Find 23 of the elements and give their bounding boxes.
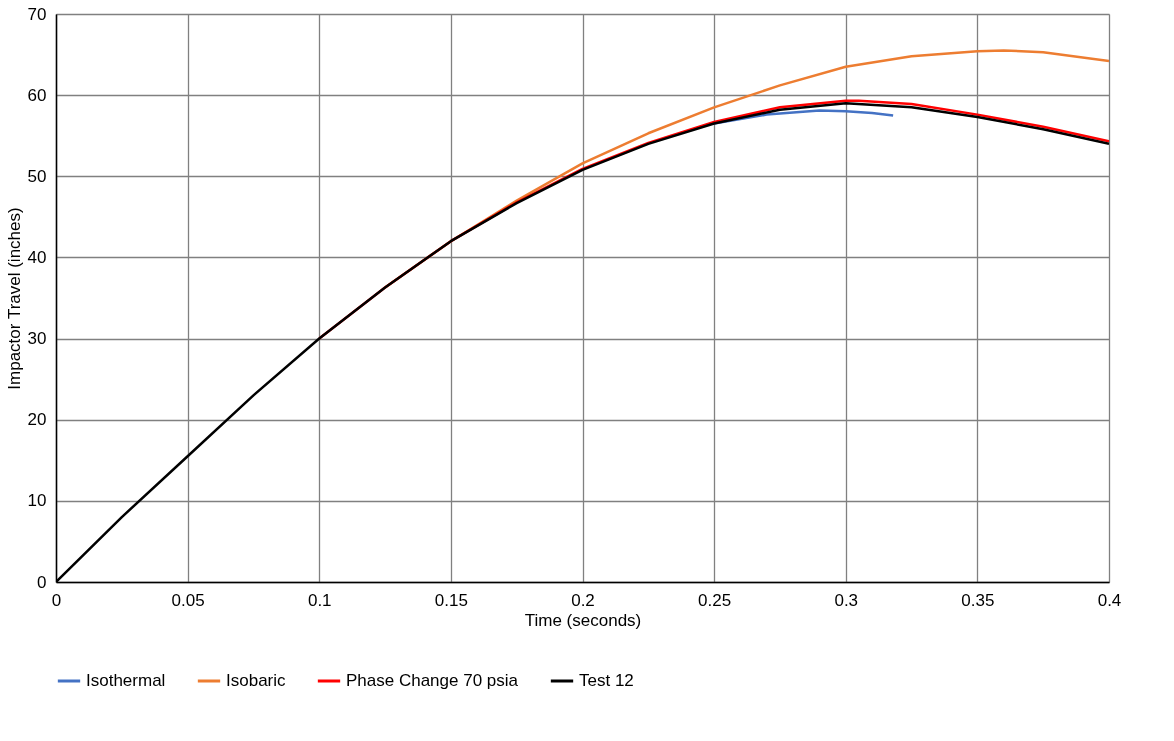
- x-tick-label: 0.25: [698, 590, 732, 610]
- y-tick-label: 60: [27, 85, 47, 105]
- x-tick-label: 0.2: [571, 590, 595, 610]
- y-tick-label: 20: [27, 410, 47, 430]
- y-tick-label: 30: [27, 329, 47, 349]
- y-tick-label: 50: [27, 166, 47, 186]
- legend-label: Test 12: [579, 671, 634, 690]
- y-tick-label: 10: [27, 491, 47, 511]
- x-tick-label: 0.15: [434, 590, 468, 610]
- y-tick-label: 40: [27, 247, 47, 267]
- y-tick-label: 0: [37, 572, 47, 592]
- y-tick-label: 70: [27, 4, 47, 24]
- x-tick-label: 0.4: [1097, 590, 1122, 610]
- x-tick-label: 0: [51, 590, 62, 610]
- x-tick-label: 0.05: [171, 590, 205, 610]
- legend-label: Isothermal: [86, 671, 166, 690]
- legend-label: Phase Change 70 psia: [346, 671, 519, 690]
- legend-label: Isobaric: [226, 671, 287, 690]
- x-tick-label: 0.1: [307, 590, 332, 610]
- x-tick-label: 0.35: [961, 590, 995, 610]
- x-tick-label: 0.3: [834, 590, 859, 610]
- x-axis-title: Time (seconds): [524, 610, 642, 630]
- y-axis-title: Impactor Travel (inches): [4, 207, 24, 390]
